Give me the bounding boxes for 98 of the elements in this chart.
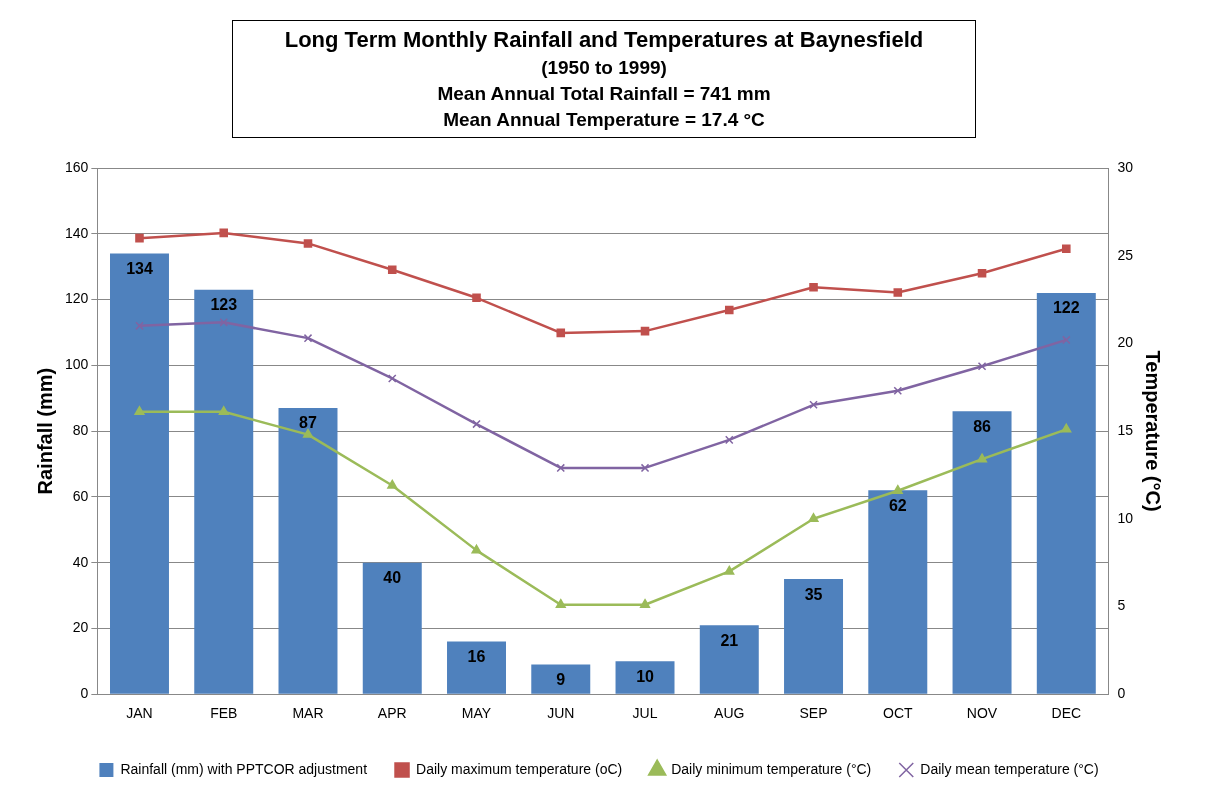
bar xyxy=(699,625,759,694)
x-tick-label: DEC xyxy=(1051,705,1082,722)
data-label: 16 xyxy=(467,647,486,665)
point xyxy=(893,386,903,396)
legend-label: Daily mean temperature (°C) xyxy=(920,760,1099,777)
y2-axis-title: Temperature (°C) xyxy=(1142,350,1165,512)
bar xyxy=(784,579,844,694)
point xyxy=(1062,244,1071,253)
x-tick-label: FEB xyxy=(210,705,238,722)
y2-tick-label: 30 xyxy=(1117,158,1134,175)
y2-tick-label: 25 xyxy=(1117,246,1134,263)
point xyxy=(556,328,566,338)
data-label: 10 xyxy=(636,667,655,685)
point xyxy=(893,288,903,297)
point xyxy=(724,305,734,315)
data-label: 21 xyxy=(720,631,739,649)
y-tick-label: 0 xyxy=(80,685,89,702)
legend-label: Rainfall (mm) with PPTCOR adjustment xyxy=(120,760,368,777)
x-tick-label: OCT xyxy=(883,705,914,722)
point xyxy=(640,463,650,473)
data-label: 9 xyxy=(556,671,566,689)
y-tick-label: 60 xyxy=(72,487,89,504)
bar xyxy=(952,411,1012,694)
bar xyxy=(278,408,338,694)
data-label: 40 xyxy=(383,569,402,587)
point xyxy=(387,479,398,489)
x-tick-label: APR xyxy=(377,705,407,722)
data-label: 87 xyxy=(299,414,317,432)
y2-tick-label: 10 xyxy=(1117,509,1134,526)
point xyxy=(1061,423,1072,433)
y2-tick-label: 5 xyxy=(1117,597,1126,614)
y-tick-label: 80 xyxy=(72,421,89,438)
legend-label: Daily minimum temperature (°C) xyxy=(671,760,872,777)
chart-title: Long Term Monthly Rainfall and Temperatures at Baynesfield xyxy=(283,27,925,53)
y2-tick-label: 0 xyxy=(1117,685,1126,702)
point xyxy=(472,419,481,429)
point xyxy=(976,453,988,463)
point xyxy=(471,544,482,554)
point xyxy=(134,406,145,416)
x-tick-label: JUL xyxy=(632,705,658,722)
x-tick-label: JUN xyxy=(547,705,575,722)
y2-tick-label: 15 xyxy=(1117,421,1134,438)
bar xyxy=(110,253,169,694)
point xyxy=(556,463,566,473)
point xyxy=(724,435,734,445)
x-tick-label: MAR xyxy=(292,705,324,722)
bar xyxy=(868,490,928,694)
y2-tick-label: 20 xyxy=(1117,334,1134,351)
legend-label: Daily maximum temperature (oC) xyxy=(416,760,623,777)
point xyxy=(640,326,650,336)
point xyxy=(303,239,313,248)
bar xyxy=(362,562,422,694)
y-tick-label: 120 xyxy=(65,290,89,307)
text: Mean Annual Temperature = 17.4 °C xyxy=(442,109,766,131)
point xyxy=(302,428,314,438)
point xyxy=(135,321,144,331)
point xyxy=(387,374,397,383)
point xyxy=(219,318,229,327)
data-label: 134 xyxy=(126,259,153,277)
point xyxy=(472,293,481,303)
y-tick-label: 100 xyxy=(65,356,89,373)
text: Mean Annual Total Rainfall = 741 mm xyxy=(436,83,772,105)
data-label: 62 xyxy=(888,496,907,514)
bar xyxy=(194,289,254,694)
bar xyxy=(1036,292,1096,694)
point xyxy=(977,361,987,371)
point xyxy=(809,400,818,410)
bar xyxy=(447,641,506,694)
point xyxy=(303,333,313,343)
point xyxy=(977,268,987,278)
data-label: 86 xyxy=(973,417,992,435)
x-tick-label: MAY xyxy=(461,705,492,722)
y-tick-label: 20 xyxy=(72,619,89,636)
point xyxy=(218,406,229,416)
x-tick-label: NOV xyxy=(966,705,998,722)
point xyxy=(808,513,819,523)
bar xyxy=(531,664,591,694)
chart-subtitle: (1950 to 1999) xyxy=(540,57,668,79)
point xyxy=(639,599,651,608)
point xyxy=(219,228,229,238)
y-tick-label: 140 xyxy=(65,224,89,241)
point xyxy=(135,233,144,243)
point xyxy=(555,599,566,608)
data-label: 122 xyxy=(1052,299,1080,317)
point xyxy=(387,265,397,275)
point xyxy=(724,565,735,575)
bar xyxy=(615,661,675,694)
data-label: 123 xyxy=(210,296,238,314)
y-axis-title: Rainfall (mm) xyxy=(33,367,56,495)
y-tick-label: 40 xyxy=(72,553,89,570)
x-tick-label: AUG xyxy=(714,705,745,722)
x-tick-label: JAN xyxy=(126,705,153,722)
point xyxy=(1062,335,1071,345)
data-label: 35 xyxy=(804,585,823,603)
x-tick-label: SEP xyxy=(799,705,828,722)
y-tick-label: 160 xyxy=(65,158,89,175)
point xyxy=(892,484,903,494)
point xyxy=(809,282,818,292)
